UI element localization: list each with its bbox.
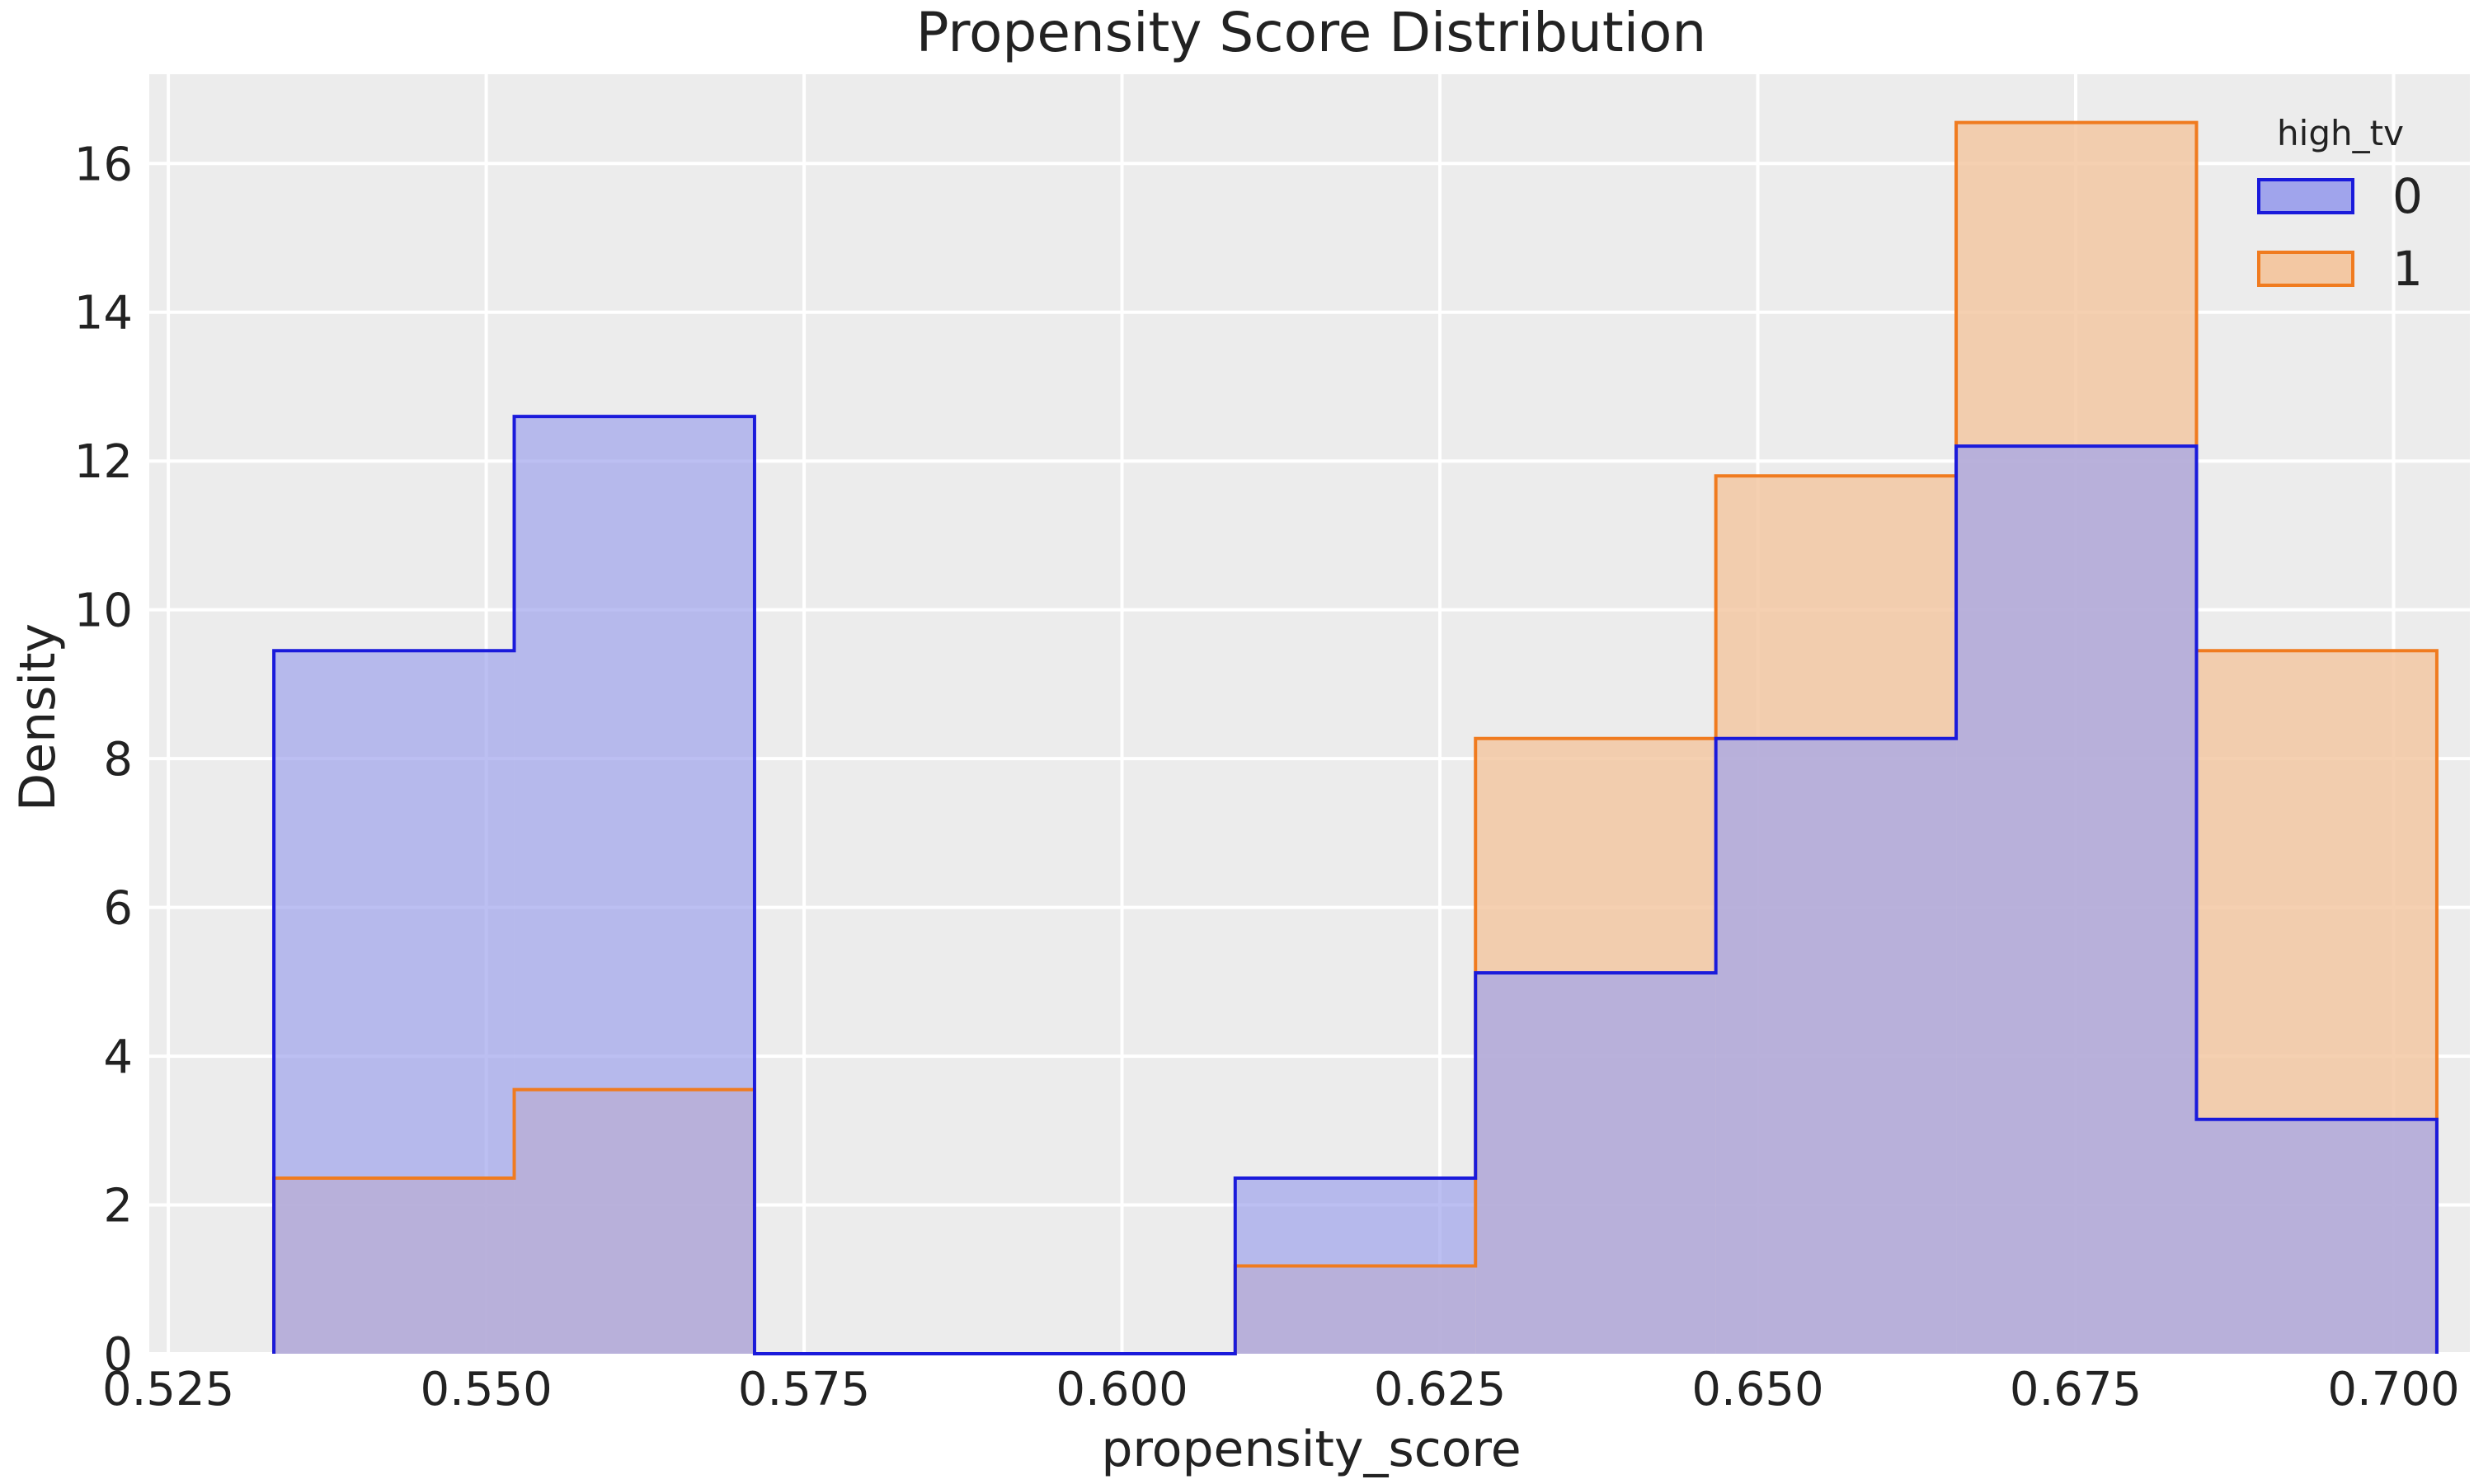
bar-series-0-bin-5 — [1475, 973, 1716, 1354]
y-tick-label-4: 8 — [103, 733, 133, 787]
x-axis-title: propensity_score — [1101, 1421, 1521, 1478]
x-tick-label-5: 0.650 — [1691, 1363, 1823, 1416]
y-tick-label-8: 16 — [74, 138, 133, 191]
x-tick-label-1: 0.550 — [420, 1363, 552, 1416]
legend-label-0: 0 — [2392, 168, 2423, 224]
y-tick-label-2: 4 — [103, 1031, 133, 1084]
bar-series-0-bin-8 — [2196, 1119, 2437, 1354]
legend-title: high_tv — [2277, 113, 2404, 153]
legend-label-1: 1 — [2392, 241, 2423, 297]
x-tick-label-0: 0.525 — [102, 1363, 234, 1416]
x-axis-ticks: 0.525 0.550 0.575 0.600 0.625 0.650 0.675 0.700 — [102, 1363, 2460, 1416]
chart-title: Propensity Score Distribution — [916, 1, 1707, 64]
bar-series-0-bin-1 — [514, 416, 755, 1354]
x-tick-label-4: 0.625 — [1374, 1363, 1506, 1416]
legend-swatch-1 — [2257, 251, 2354, 287]
bar-series-0-bin-7 — [1956, 446, 2197, 1354]
x-tick-label-2: 0.575 — [738, 1363, 870, 1416]
series-0-outline — [272, 415, 2439, 1355]
y-tick-label-7: 14 — [74, 287, 133, 340]
x-tick-label-6: 0.675 — [2010, 1363, 2142, 1416]
y-tick-label-0: 0 — [103, 1328, 133, 1382]
y-tick-label-6: 12 — [74, 435, 133, 489]
histogram-bars — [274, 122, 2437, 1355]
legend: high_tv 0 1 — [2257, 113, 2423, 297]
histogram-outlines — [272, 120, 2439, 1355]
x-tick-label-7: 0.700 — [2327, 1363, 2459, 1416]
bar-series-0-bin-0 — [274, 650, 515, 1354]
y-tick-label-3: 6 — [103, 882, 133, 936]
y-axis-title: Density — [9, 623, 67, 811]
series-1-outline — [272, 120, 2439, 1355]
x-tick-label-3: 0.600 — [1056, 1363, 1188, 1416]
y-axis-ticks: 0 2 4 6 8 10 12 14 16 — [74, 138, 133, 1382]
legend-swatch-0 — [2257, 178, 2354, 214]
y-tick-label-5: 10 — [74, 585, 133, 638]
y-tick-label-1: 2 — [103, 1180, 133, 1233]
series-0-bars — [274, 416, 2437, 1354]
bar-series-0-bin-6 — [1715, 738, 1957, 1354]
